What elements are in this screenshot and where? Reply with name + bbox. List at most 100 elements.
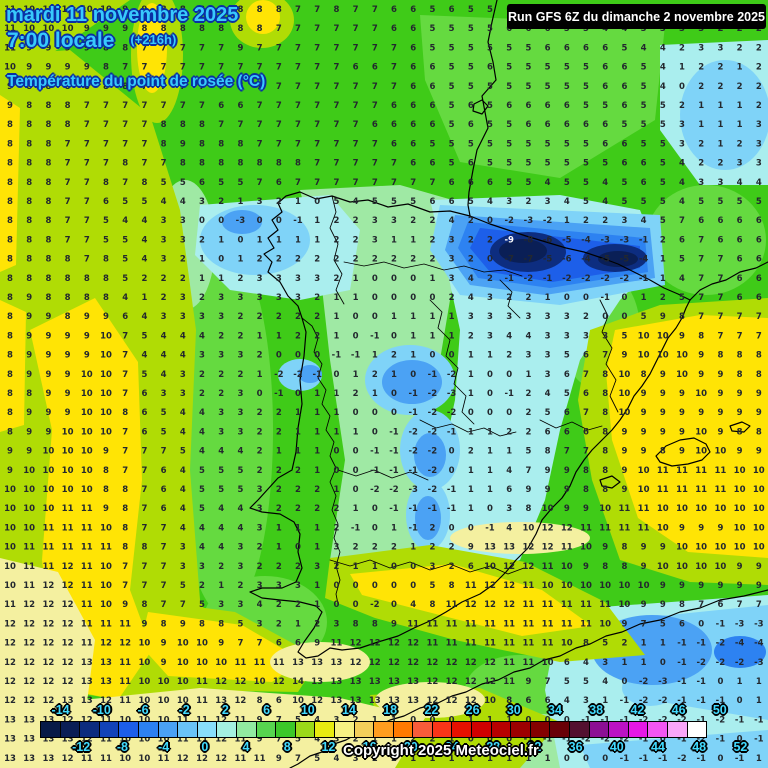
svg-text:7: 7 <box>333 120 339 130</box>
svg-text:1: 1 <box>449 735 455 745</box>
svg-text:8: 8 <box>257 159 263 169</box>
svg-text:1: 1 <box>545 754 551 764</box>
svg-text:-5: -5 <box>620 255 630 265</box>
svg-text:9: 9 <box>717 581 723 591</box>
svg-text:4: 4 <box>468 293 474 303</box>
svg-text:7: 7 <box>199 101 205 111</box>
svg-text:5: 5 <box>564 677 570 687</box>
svg-text:9: 9 <box>26 312 32 322</box>
svg-text:0: 0 <box>679 82 685 92</box>
svg-text:-1: -1 <box>428 504 438 514</box>
svg-text:7: 7 <box>122 581 128 591</box>
svg-text:9: 9 <box>641 543 647 553</box>
svg-text:12: 12 <box>369 639 381 649</box>
svg-text:2: 2 <box>468 235 474 245</box>
scale-swatch <box>294 721 316 738</box>
svg-text:12: 12 <box>23 696 35 706</box>
svg-text:10: 10 <box>714 447 726 457</box>
scale-swatch <box>137 721 159 738</box>
svg-text:1: 1 <box>564 216 570 226</box>
svg-text:-1: -1 <box>408 504 418 514</box>
svg-text:-4: -4 <box>581 235 591 245</box>
scale-swatch <box>216 721 237 738</box>
svg-text:5: 5 <box>218 178 224 188</box>
svg-text:6: 6 <box>449 5 455 15</box>
svg-text:4: 4 <box>660 43 666 53</box>
svg-text:4: 4 <box>218 447 224 457</box>
svg-text:7: 7 <box>180 63 186 73</box>
svg-text:7: 7 <box>141 101 147 111</box>
svg-text:3: 3 <box>218 427 224 437</box>
scale-tick-label: 52 <box>733 740 748 754</box>
svg-text:2: 2 <box>276 466 282 476</box>
svg-text:1: 1 <box>391 312 397 322</box>
svg-text:5: 5 <box>218 466 224 476</box>
svg-text:2: 2 <box>391 351 397 361</box>
svg-text:7: 7 <box>353 24 359 34</box>
svg-text:2: 2 <box>161 293 167 303</box>
svg-text:3: 3 <box>276 293 282 303</box>
svg-text:11: 11 <box>234 754 246 764</box>
svg-text:-1: -1 <box>447 485 457 495</box>
svg-text:11: 11 <box>465 639 477 649</box>
svg-text:4: 4 <box>218 523 224 533</box>
svg-text:-3: -3 <box>600 235 610 245</box>
svg-text:0: 0 <box>218 216 224 226</box>
svg-text:7: 7 <box>314 178 320 188</box>
svg-text:7: 7 <box>257 43 263 53</box>
svg-text:9: 9 <box>641 427 647 437</box>
svg-text:10: 10 <box>42 485 54 495</box>
svg-text:8: 8 <box>122 523 128 533</box>
svg-text:3: 3 <box>237 293 243 303</box>
svg-text:6: 6 <box>468 178 474 188</box>
svg-text:11: 11 <box>158 754 170 764</box>
svg-text:6: 6 <box>583 427 589 437</box>
svg-text:8: 8 <box>660 447 666 457</box>
svg-text:4: 4 <box>564 696 570 706</box>
svg-text:7: 7 <box>525 466 531 476</box>
svg-text:2: 2 <box>237 581 243 591</box>
svg-text:6: 6 <box>506 24 512 34</box>
scale-swatch <box>255 721 277 738</box>
svg-text:5: 5 <box>506 43 512 53</box>
svg-text:8: 8 <box>7 120 13 130</box>
svg-text:6: 6 <box>141 389 147 399</box>
svg-text:0: 0 <box>333 370 339 380</box>
svg-text:4: 4 <box>333 754 339 764</box>
svg-text:8: 8 <box>218 24 224 34</box>
svg-text:0: 0 <box>410 274 416 284</box>
svg-text:12: 12 <box>522 562 534 572</box>
svg-text:13: 13 <box>292 658 304 668</box>
svg-text:4: 4 <box>161 197 167 207</box>
svg-text:5: 5 <box>564 139 570 149</box>
svg-text:3: 3 <box>161 312 167 322</box>
svg-text:10: 10 <box>638 466 650 476</box>
svg-text:4: 4 <box>602 24 608 34</box>
svg-text:6: 6 <box>641 178 647 188</box>
svg-text:1: 1 <box>199 274 205 284</box>
scale-tick-label: 40 <box>609 740 624 754</box>
svg-text:-3: -3 <box>408 485 418 495</box>
scale-swatch <box>549 721 571 738</box>
svg-text:-1: -1 <box>696 715 706 725</box>
svg-text:1: 1 <box>295 427 301 437</box>
svg-text:5: 5 <box>449 120 455 130</box>
svg-text:9: 9 <box>660 389 666 399</box>
svg-text:11: 11 <box>100 543 112 553</box>
svg-text:9: 9 <box>45 408 51 418</box>
svg-text:7: 7 <box>218 120 224 130</box>
svg-text:3: 3 <box>295 293 301 303</box>
svg-text:7: 7 <box>295 24 301 34</box>
svg-text:0: 0 <box>487 735 493 745</box>
svg-text:3: 3 <box>564 331 570 341</box>
svg-text:9: 9 <box>698 408 704 418</box>
svg-text:5: 5 <box>525 159 531 169</box>
svg-text:8: 8 <box>199 120 205 130</box>
svg-text:4: 4 <box>545 389 551 399</box>
svg-text:2: 2 <box>180 255 186 265</box>
svg-text:9: 9 <box>45 370 51 380</box>
svg-text:6: 6 <box>717 216 723 226</box>
svg-text:10: 10 <box>4 543 16 553</box>
svg-text:12: 12 <box>42 639 54 649</box>
svg-text:9: 9 <box>641 408 647 418</box>
